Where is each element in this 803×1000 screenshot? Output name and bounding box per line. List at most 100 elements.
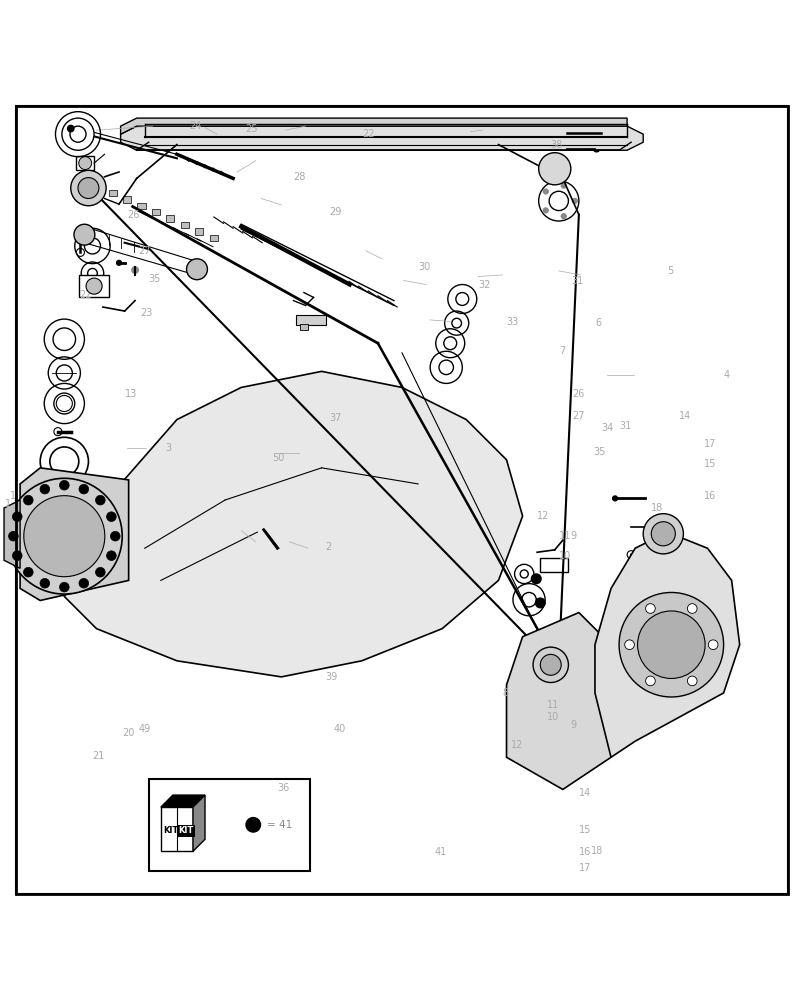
Text: 2: 2 [325, 542, 332, 552]
Circle shape [657, 526, 663, 532]
Circle shape [59, 480, 69, 490]
Circle shape [24, 496, 104, 577]
Text: 26: 26 [572, 389, 584, 399]
Bar [166, 215, 174, 222]
Polygon shape [594, 532, 739, 757]
Circle shape [687, 604, 696, 613]
Polygon shape [64, 371, 522, 677]
Circle shape [572, 199, 577, 203]
Polygon shape [193, 795, 205, 851]
Circle shape [563, 129, 569, 136]
Bar [137, 203, 145, 209]
Text: 16: 16 [703, 491, 715, 501]
Circle shape [637, 611, 704, 678]
Circle shape [642, 514, 683, 554]
Circle shape [612, 496, 617, 501]
Circle shape [23, 495, 33, 505]
Text: 40: 40 [333, 724, 345, 734]
Circle shape [652, 545, 657, 550]
Text: 14: 14 [578, 788, 590, 798]
Text: 6: 6 [594, 318, 601, 328]
Bar [76, 156, 94, 170]
Circle shape [79, 578, 88, 588]
Text: 50: 50 [271, 453, 283, 463]
Text: 1: 1 [5, 499, 11, 509]
Circle shape [624, 640, 634, 650]
Circle shape [531, 574, 540, 584]
Circle shape [246, 818, 260, 832]
Circle shape [687, 676, 696, 686]
Text: 34: 34 [601, 423, 613, 433]
Text: 21: 21 [92, 751, 104, 761]
Bar [285, 527, 297, 566]
Circle shape [116, 260, 121, 265]
Circle shape [543, 208, 548, 213]
Text: 4: 4 [723, 370, 729, 380]
Text: 9: 9 [570, 720, 577, 730]
Text: 22: 22 [361, 129, 374, 139]
Text: 36: 36 [277, 783, 289, 793]
Text: 37: 37 [329, 413, 341, 423]
Text: 49: 49 [138, 724, 150, 734]
Circle shape [560, 214, 565, 219]
Bar [300, 324, 308, 330]
Circle shape [645, 676, 654, 686]
Circle shape [67, 125, 74, 132]
Text: 33: 33 [506, 317, 518, 327]
Text: = 41: = 41 [267, 820, 291, 830]
Text: 29: 29 [329, 207, 341, 217]
Text: 38: 38 [550, 140, 562, 150]
Circle shape [618, 592, 723, 697]
Text: 9: 9 [570, 531, 577, 541]
Bar [149, 779, 309, 871]
Bar [195, 228, 203, 235]
Text: 11: 11 [546, 700, 558, 710]
Text: 27: 27 [138, 246, 151, 256]
Polygon shape [161, 795, 205, 807]
Text: 31: 31 [570, 276, 582, 286]
Text: 16: 16 [578, 847, 590, 857]
Circle shape [23, 567, 33, 577]
Circle shape [668, 517, 673, 522]
Circle shape [71, 170, 106, 206]
Polygon shape [637, 592, 664, 606]
Bar [285, 526, 297, 529]
Circle shape [86, 278, 102, 294]
Circle shape [132, 267, 138, 273]
Circle shape [540, 654, 560, 675]
Circle shape [79, 484, 88, 494]
Text: 12: 12 [536, 511, 548, 521]
Text: 14: 14 [679, 411, 691, 421]
Bar [123, 196, 131, 203]
Circle shape [74, 224, 95, 245]
Polygon shape [506, 613, 626, 789]
Bar [181, 222, 189, 228]
Polygon shape [161, 807, 193, 851]
Circle shape [644, 531, 649, 536]
Circle shape [9, 531, 18, 541]
Polygon shape [120, 126, 642, 150]
Circle shape [78, 178, 99, 199]
Text: 1: 1 [10, 491, 16, 501]
Text: 20: 20 [122, 728, 134, 738]
Text: 17: 17 [578, 863, 590, 873]
Polygon shape [4, 500, 20, 568]
Bar [296, 315, 326, 325]
Text: 23: 23 [141, 308, 153, 318]
Text: 10: 10 [546, 712, 558, 722]
Text: 13: 13 [124, 389, 137, 399]
Circle shape [652, 517, 657, 522]
Text: 18: 18 [590, 846, 602, 856]
Text: 41: 41 [434, 847, 446, 857]
Circle shape [40, 484, 50, 494]
Polygon shape [20, 468, 128, 600]
Text: 18: 18 [650, 503, 662, 513]
Circle shape [107, 551, 116, 560]
Bar [79, 275, 109, 297]
Bar [210, 235, 218, 241]
Text: 15: 15 [578, 825, 590, 835]
Bar [540, 558, 568, 572]
Text: 24: 24 [189, 121, 201, 131]
Polygon shape [120, 118, 626, 134]
Text: 15: 15 [703, 459, 715, 469]
